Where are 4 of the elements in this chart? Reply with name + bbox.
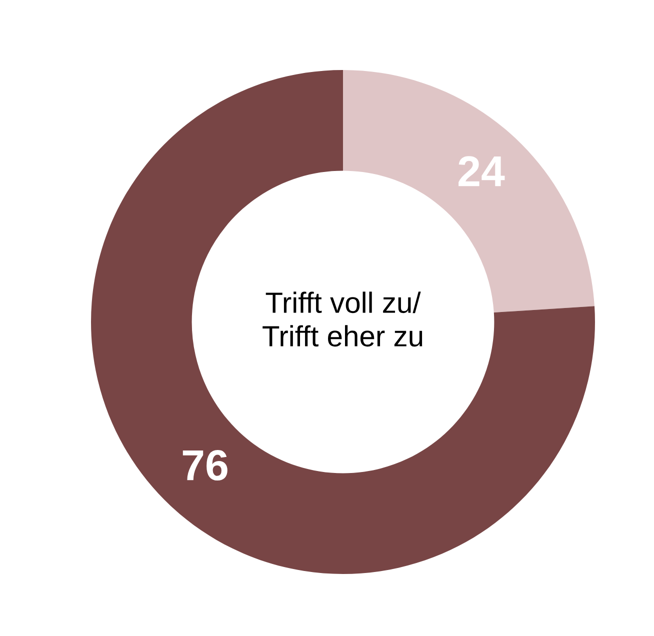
data-label: 76: [182, 450, 228, 481]
data-label: 24: [458, 156, 505, 186]
text: Trifft voll zu/ Trifft eher zu: [262, 292, 422, 347]
donut-slice: [91, 70, 595, 574]
